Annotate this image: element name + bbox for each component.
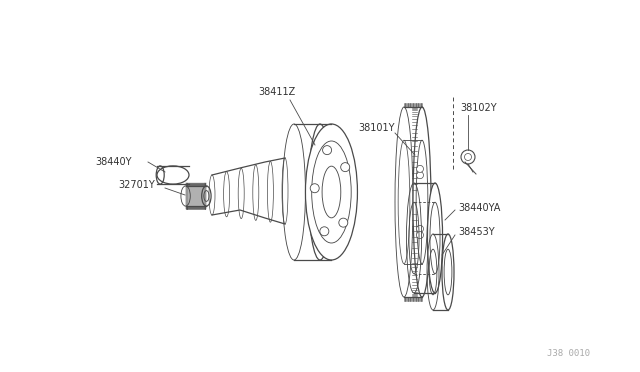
Text: 38453Y: 38453Y [458, 227, 495, 237]
Ellipse shape [416, 140, 428, 264]
Ellipse shape [308, 124, 332, 260]
Ellipse shape [157, 166, 189, 184]
Ellipse shape [202, 186, 211, 206]
Text: 38440YA: 38440YA [458, 203, 500, 213]
Circle shape [417, 232, 424, 238]
Circle shape [320, 227, 329, 236]
Text: 38440Y: 38440Y [95, 157, 131, 167]
Ellipse shape [442, 234, 454, 310]
Circle shape [417, 172, 424, 179]
Ellipse shape [428, 183, 443, 293]
Circle shape [417, 166, 424, 172]
Circle shape [310, 184, 319, 193]
Text: 38101Y: 38101Y [358, 123, 394, 133]
Text: 38102Y: 38102Y [460, 103, 497, 113]
Text: J38 0010: J38 0010 [547, 349, 590, 358]
Circle shape [417, 225, 424, 232]
Circle shape [339, 218, 348, 227]
Circle shape [340, 163, 349, 171]
Ellipse shape [305, 124, 357, 260]
Text: 32701Y: 32701Y [118, 180, 155, 190]
Circle shape [323, 145, 332, 155]
Text: 38411Z: 38411Z [258, 87, 295, 97]
Ellipse shape [413, 107, 431, 297]
Circle shape [461, 150, 475, 164]
